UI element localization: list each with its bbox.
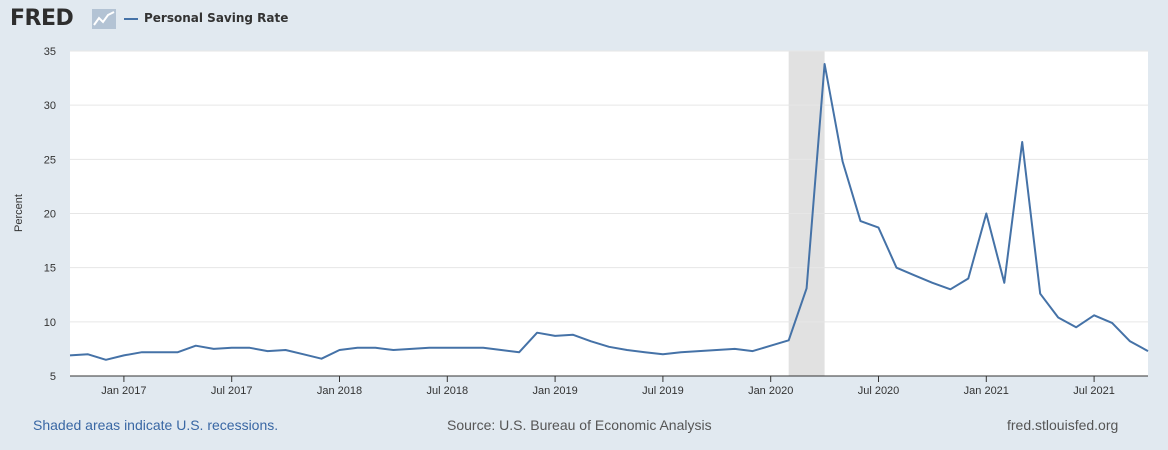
x-tick-label: Jul 2020	[858, 385, 900, 397]
line-chart: 5 10 15 20 25 30 35 Jan 2017 Jul 2017 Jan 2018 Ju…	[13, 46, 1149, 397]
x-axis: Jan 2017 Jul 2017 Jan 2018 Jul 2018 Jan 2019…	[70, 375, 1148, 397]
x-tick-label: Jan 2017	[101, 385, 146, 397]
chart-header: FRED Personal Saving Rate	[0, 0, 1168, 40]
fred-chart-logo-icon	[92, 9, 116, 29]
x-tick-label: Jan 2018	[317, 385, 362, 397]
y-tick-label: 35	[44, 46, 56, 58]
x-tick-label: Jan 2019	[532, 385, 577, 397]
x-tick-label: Jan 2020	[748, 385, 793, 397]
y-tick-label: 5	[50, 371, 56, 383]
source-note: Source: U.S. Bureau of Economic Analysis	[447, 417, 712, 433]
x-tick-label: Jul 2019	[642, 385, 684, 397]
x-tick-label: Jul 2017	[211, 385, 253, 397]
gridlines	[70, 50, 1148, 323]
y-tick-label: 15	[44, 263, 56, 275]
y-axis: 5 10 15 20 25 30 35	[44, 46, 56, 383]
y-tick-label: 25	[44, 154, 56, 166]
site-link[interactable]: fred.stlouisfed.org	[1007, 417, 1119, 433]
x-tick-label: Jul 2018	[427, 385, 469, 397]
y-tick-label: 30	[44, 100, 56, 112]
y-tick-label: 10	[44, 317, 56, 329]
recession-note-link[interactable]: Shaded areas indicate U.S. recessions.	[33, 417, 279, 433]
fred-logo[interactable]: FRED	[10, 6, 74, 31]
series-line-personal-saving-rate[interactable]	[69, 63, 1149, 361]
x-tick-label: Jul 2021	[1073, 385, 1115, 397]
series-layer	[69, 63, 1149, 361]
x-tick-label: Jan 2021	[964, 385, 1009, 397]
y-tick-label: 20	[44, 209, 56, 221]
legend-series-label[interactable]: Personal Saving Rate	[144, 11, 289, 25]
legend-series-swatch	[124, 18, 138, 20]
y-axis-label: Percent	[13, 194, 25, 232]
